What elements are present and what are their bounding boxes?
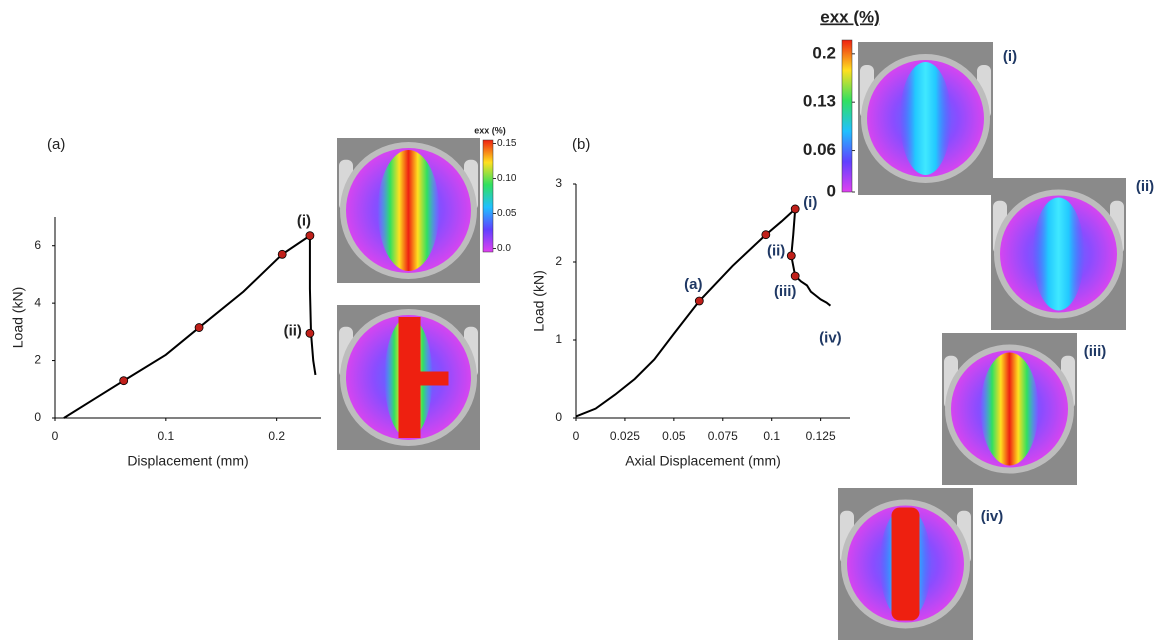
colorbar-tick-label: 0.0 [497,243,511,254]
image-label: (i) [1003,48,1017,65]
x-axis-title: Displacement (mm) [127,453,248,469]
point-marker [277,249,287,259]
strain-image [838,488,973,640]
point-marker [786,251,796,261]
x-tick-label: 0.05 [662,429,686,443]
strain-image [337,138,480,283]
point-marker [694,296,704,306]
image-label: (iii) [1084,343,1107,360]
point-label: (a) [684,276,702,293]
colorbar-tick-label: 0 [827,181,836,200]
strain-band [1032,197,1085,311]
panel-label: (b) [572,136,590,153]
x-tick-label: 0.025 [610,429,640,443]
point-label: (iii) [774,283,797,300]
load-curve [575,206,832,418]
strain-image [337,305,480,450]
point-marker [790,204,800,214]
colorbar-tick-label: 0.2 [812,43,836,62]
colorbar [841,39,853,193]
x-tick-label: 0.1 [157,429,174,443]
y-tick-label: 1 [555,332,562,346]
y-tick-label: 4 [34,295,41,309]
y-tick-label: 6 [34,238,41,252]
point-marker [305,231,315,241]
point-label: (ii) [767,243,785,260]
colorbar [482,139,494,253]
crack [398,371,449,386]
colorbar-tick-label: 0.15 [497,138,517,149]
strain-band [980,352,1039,466]
colorbar-tick-label: 0.10 [497,173,517,184]
x-tick-label: 0.125 [806,429,836,443]
strain-image [942,333,1077,485]
point-label: (ii) [284,322,302,339]
colorbar-tick-label: 0.06 [803,140,836,159]
point-marker [305,328,315,338]
y-tick-label: 0 [34,410,41,424]
colorbar-tick-label: 0.05 [497,208,517,219]
y-tick-label: 0 [555,410,562,424]
y-tick-label: 2 [34,353,41,367]
image-label: (ii) [1136,178,1154,195]
y-tick-label: 2 [555,254,562,268]
strain-image [858,42,993,195]
point-marker [119,376,129,386]
y-tick-label: 3 [555,176,562,190]
colorbar-title: exx (%) [820,7,880,26]
y-axis-title: Load (kN) [531,270,547,331]
x-axis-title: Axial Displacement (mm) [625,453,781,469]
colorbar-title: exx (%) [474,125,506,135]
x-tick-label: 0 [573,429,580,443]
y-axis-title: Load (kN) [10,287,26,348]
strain-image [991,178,1126,330]
x-tick-label: 0.2 [268,429,285,443]
point-marker [194,323,204,332]
load-curve [63,233,317,419]
x-tick-label: 0.075 [708,429,738,443]
point-label: (i) [297,213,311,230]
strain-band [377,150,440,271]
crack [891,507,920,621]
strain-band [899,62,952,175]
image-label: (iv) [981,508,1004,525]
x-tick-label: 0.1 [763,429,780,443]
colorbar-tick-label: 0.13 [803,92,836,111]
panel-label: (a) [47,136,65,153]
annotation: (iv) [819,329,842,346]
x-tick-label: 0 [52,429,59,443]
point-marker [790,271,800,281]
point-marker [761,230,771,240]
point-label: (i) [803,194,817,211]
